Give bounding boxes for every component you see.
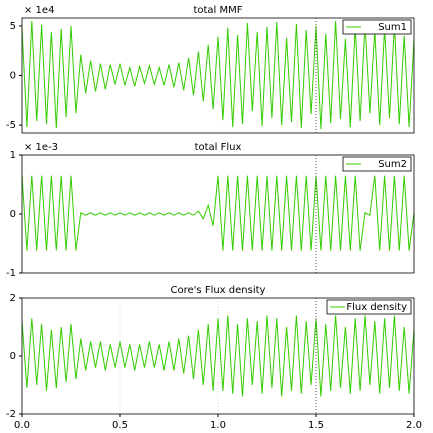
legend-box [326, 299, 412, 315]
legend-box [342, 19, 412, 35]
y-tick-label: 2 [10, 293, 16, 304]
plot-frame [21, 297, 415, 415]
x-tick-label: 2.0 [406, 420, 422, 431]
signal-line [21, 175, 415, 251]
y-tick-label: -1 [6, 268, 16, 279]
x-tick-label: 1.5 [308, 420, 324, 431]
legend-label: Sum2 [378, 159, 407, 170]
legend-box [342, 156, 412, 172]
exponent-label: × 1e-3 [24, 142, 58, 153]
plot-frame [21, 17, 415, 134]
y-tick-label: 0 [10, 71, 16, 82]
y-tick-label: 0 [10, 351, 16, 362]
x-tick-label: 1.0 [210, 420, 226, 431]
y-tick-label: 0 [10, 209, 16, 220]
y-tick-label: 5 [10, 21, 16, 32]
legend-label: Flux density [346, 302, 407, 313]
y-tick-label: -5 [6, 120, 16, 131]
legend-label: Sum1 [378, 22, 407, 33]
legend: Sum1 [342, 19, 412, 35]
plot-frame [21, 154, 415, 274]
legend: Flux density [326, 299, 412, 315]
signal-line [21, 315, 415, 397]
legend: Sum2 [342, 156, 412, 172]
exponent-label: × 1e4 [24, 5, 54, 16]
x-tick-label: 0.0 [14, 420, 30, 431]
y-tick-label: 1 [10, 150, 16, 161]
plot-title: total MMF [193, 5, 242, 16]
y-tick-label: -2 [6, 409, 16, 420]
plot-title: Core's Flux density [171, 285, 266, 296]
signal-line [21, 20, 415, 130]
plot-title: total Flux [195, 142, 242, 153]
x-tick-label: 0.5 [112, 420, 128, 431]
